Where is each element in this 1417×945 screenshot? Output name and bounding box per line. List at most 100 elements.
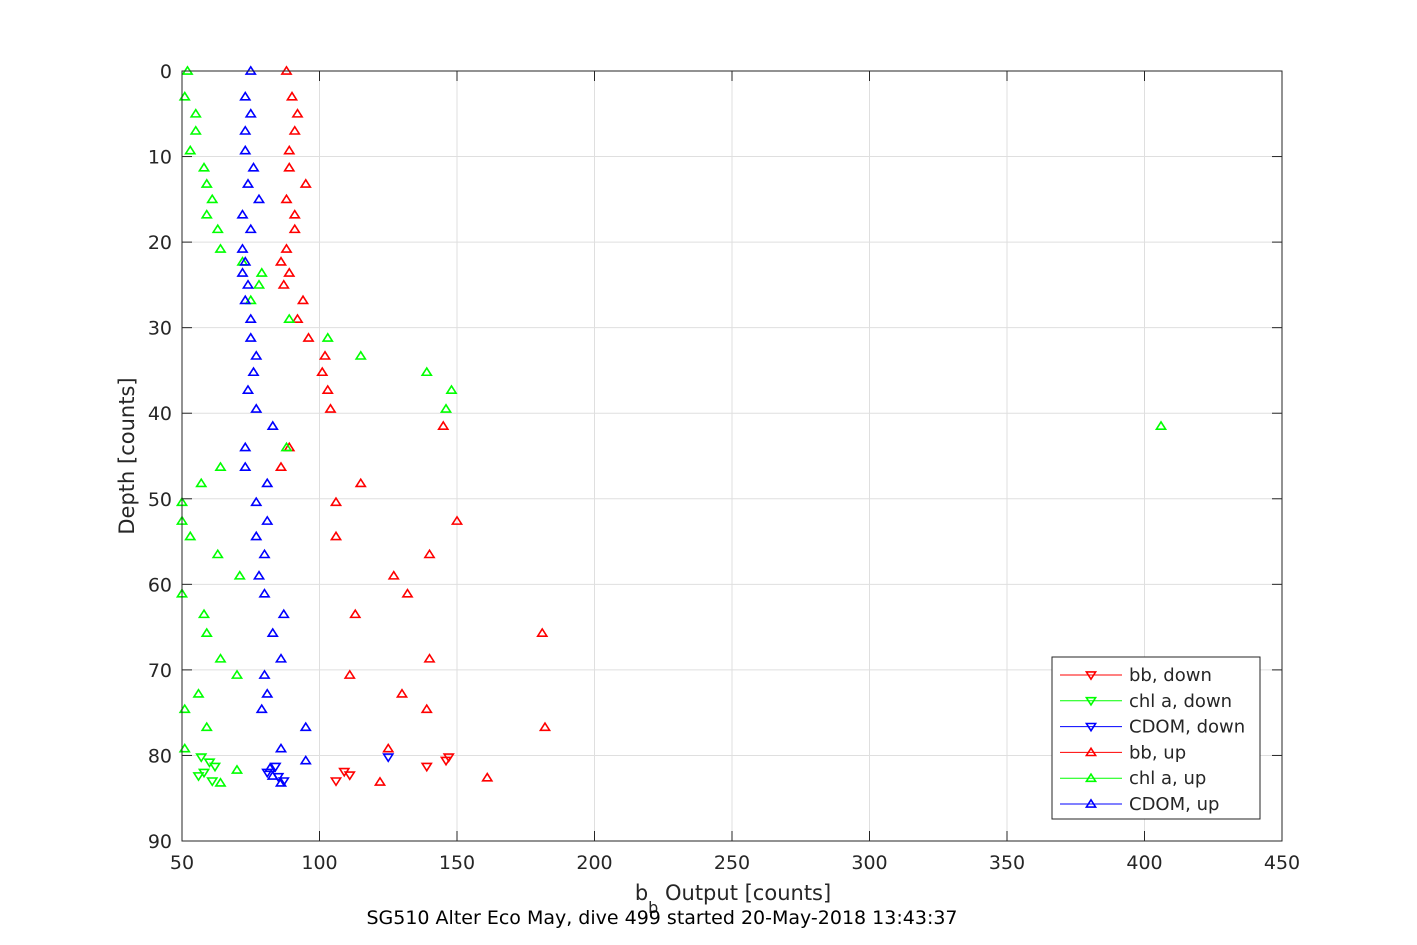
point-bb-up	[318, 350, 332, 360]
point-bb-up	[291, 108, 304, 118]
point-bb-up	[277, 279, 290, 289]
legend-label: chl a, up	[1129, 768, 1206, 789]
point-bb-up	[321, 384, 334, 395]
legend-label: CDOM, down	[1129, 717, 1245, 738]
x-axis-label: bb Output [counts]	[635, 881, 831, 917]
point-chl-a-up	[445, 384, 458, 395]
point-cdom-up	[258, 588, 271, 598]
point-cdom-up	[258, 669, 271, 679]
point-chl-a-up	[283, 313, 296, 324]
point-cdom-up	[266, 627, 279, 638]
point-cdom-up	[241, 279, 255, 289]
y-tick-label: 80	[148, 745, 172, 767]
point-bb-up	[299, 178, 312, 188]
point-cdom-up	[255, 703, 268, 714]
point-bb-up	[354, 477, 367, 488]
point-cdom-up	[244, 313, 257, 324]
point-chl-a-up	[197, 162, 211, 172]
point-chl-a-up	[255, 267, 268, 277]
point-cdom-up	[241, 384, 255, 395]
point-bb-up	[536, 627, 549, 638]
y-axis-label: Depth [counts]	[115, 377, 139, 534]
point-bb-up	[450, 515, 464, 525]
point-cdom-up	[241, 178, 255, 188]
point-bb-down	[329, 777, 343, 787]
point-cdom-up	[250, 496, 263, 507]
y-tick-label: 30	[148, 318, 172, 340]
point-bb-up	[481, 772, 494, 782]
point-chl-a-down	[195, 753, 208, 763]
point-cdom-up	[266, 770, 279, 780]
point-bb-up	[274, 256, 288, 266]
point-chl-a-up	[321, 332, 334, 342]
point-cdom-up	[244, 332, 257, 342]
point-bb-up	[329, 496, 343, 507]
point-cdom-up	[258, 548, 271, 559]
legend-label: bb, up	[1129, 742, 1186, 763]
point-chl-a-up	[280, 441, 293, 452]
legend-marker	[1084, 772, 1098, 783]
point-bb-up	[283, 144, 296, 155]
point-bb-up	[291, 313, 304, 324]
point-chl-a-up	[1154, 420, 1168, 430]
y-tick-label: 10	[148, 147, 172, 169]
x-tick-label: 300	[851, 852, 887, 874]
x-tick-label: 150	[439, 852, 475, 874]
point-cdom-up	[239, 91, 252, 101]
point-bb-up	[538, 721, 552, 732]
point-chl-a-up	[189, 108, 202, 118]
point-chl-a-up	[192, 688, 205, 698]
point-bb-up	[302, 332, 315, 342]
point-cdom-up	[263, 762, 277, 773]
legend-marker	[1084, 696, 1098, 707]
point-bb-up	[423, 653, 436, 663]
point-bb-up	[420, 703, 433, 714]
x-axis-label-rest: Output [counts]	[658, 881, 831, 905]
legend-label: chl a, down	[1129, 691, 1232, 712]
legend-marker	[1084, 671, 1098, 681]
point-cdom-up	[239, 256, 252, 266]
x-tick-label: 450	[1264, 852, 1300, 874]
point-chl-a-up	[181, 65, 194, 75]
x-tick-label: 200	[576, 852, 612, 874]
point-cdom-up	[250, 350, 263, 360]
legend-label: CDOM, up	[1129, 794, 1219, 815]
point-cdom-down	[382, 753, 395, 763]
point-bb-up	[274, 461, 288, 472]
point-cdom-up	[244, 108, 257, 118]
point-bb-up	[288, 209, 301, 219]
x-tick-label: 350	[989, 852, 1025, 874]
point-chl-a-up	[252, 279, 266, 289]
point-bb-up	[283, 162, 296, 172]
point-bb-up	[285, 91, 299, 101]
point-chl-a-up	[354, 350, 367, 360]
data-marks	[175, 65, 1168, 787]
point-cdom-up	[239, 294, 252, 305]
point-chl-a-up	[184, 144, 197, 155]
point-chl-a-up	[200, 178, 213, 188]
x-axis-label-main: b	[635, 881, 648, 905]
legend-marker	[1084, 746, 1098, 757]
point-bb-up	[316, 366, 329, 377]
point-cdom-up	[244, 65, 257, 75]
point-cdom-up	[236, 267, 249, 277]
point-chl-a-up	[214, 777, 227, 787]
point-bb-up	[382, 742, 395, 753]
point-chl-a-up	[230, 764, 244, 774]
point-chl-a-down	[208, 762, 222, 773]
point-chl-a-up	[233, 570, 246, 580]
point-cdom-down	[269, 762, 282, 773]
point-bb-up	[401, 588, 414, 598]
point-chl-a-up	[189, 125, 202, 135]
point-cdom-up	[274, 653, 288, 663]
point-cdom-up	[239, 144, 252, 155]
legend-box	[1051, 656, 1261, 820]
point-cdom-up	[239, 441, 252, 452]
point-chl-a-up	[211, 223, 224, 234]
point-chl-a-up	[230, 669, 244, 679]
point-cdom-up	[299, 721, 312, 732]
point-cdom-up	[236, 209, 249, 219]
point-cdom-up	[250, 403, 263, 413]
point-chl-a-up	[214, 461, 227, 472]
